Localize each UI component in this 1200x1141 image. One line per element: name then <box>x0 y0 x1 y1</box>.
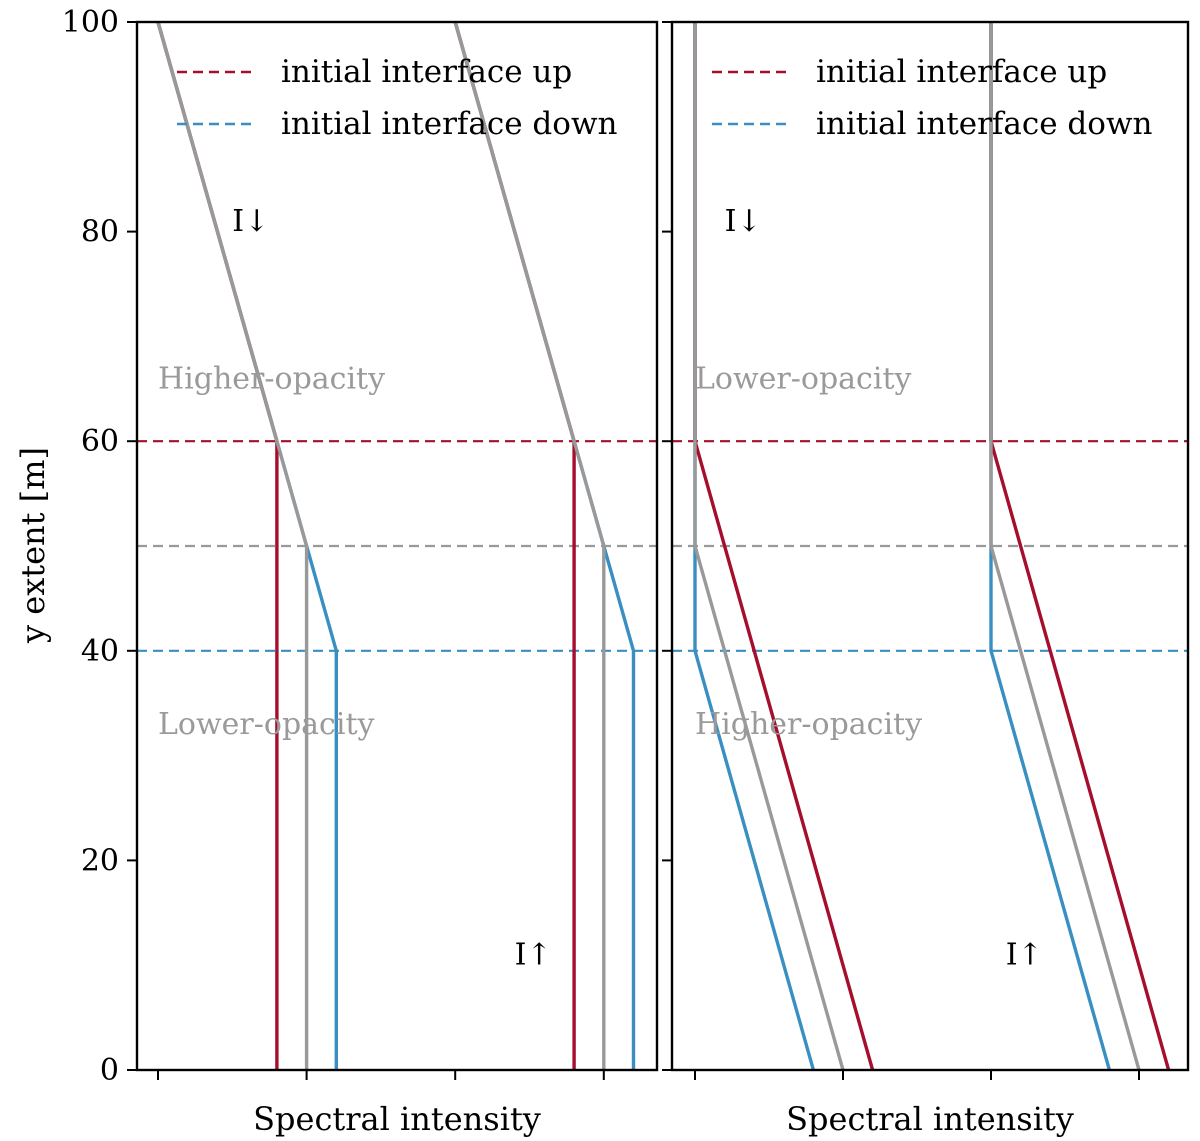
plot-frame <box>670 20 1190 1072</box>
legend-label: initial interface up <box>816 54 1107 90</box>
y-tick-label: 40 <box>81 634 119 669</box>
plot-frame <box>135 20 659 1072</box>
legend-label: initial interface down <box>281 106 617 142</box>
panel-left: Higher-opacity Lower-opacity I↓ I↑ initial i… <box>62 5 659 1138</box>
x-axis-label: Spectral intensity <box>253 1100 541 1138</box>
legend-label: initial interface down <box>816 106 1152 142</box>
flux-label: I↓ <box>725 204 762 239</box>
series-line <box>453 22 606 1070</box>
series-line <box>989 22 1141 1070</box>
legend-label: initial interface up <box>281 54 572 90</box>
x-axis-label: Spectral intensity <box>786 1100 1074 1138</box>
flux-label: I↓ <box>232 204 269 239</box>
series-line <box>693 22 845 1070</box>
y-tick-label: 0 <box>100 1053 119 1088</box>
region-label: Higher-opacity <box>158 361 385 396</box>
series-group <box>156 22 636 1070</box>
series-group <box>693 22 1171 1070</box>
series-line <box>156 22 309 1070</box>
y-tick-label: 100 <box>62 5 119 40</box>
y-tick-label: 20 <box>81 843 119 878</box>
panel-right: Lower-opacity Higher-opacity I↓ I↑ initial i… <box>662 20 1190 1138</box>
region-label: Lower-opacity <box>158 707 374 742</box>
region-label: Lower-opacity <box>695 361 911 396</box>
flux-label: I↑ <box>1006 938 1043 973</box>
y-tick-label: 80 <box>81 215 119 250</box>
y-tick-label: 60 <box>81 424 119 459</box>
flux-label: I↑ <box>515 938 552 973</box>
region-label: Higher-opacity <box>695 707 922 742</box>
series-line <box>156 22 338 1070</box>
y-axis-label: y extent [m] <box>14 447 52 644</box>
